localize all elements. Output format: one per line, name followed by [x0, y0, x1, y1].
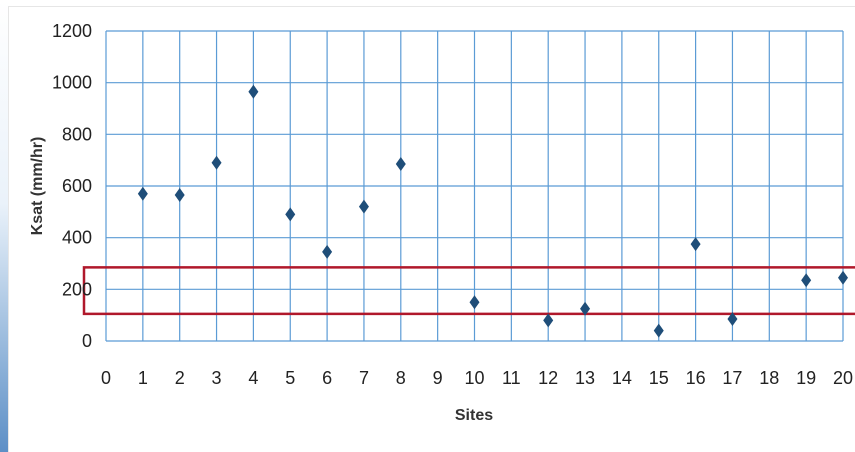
data-point: [838, 270, 848, 285]
data-point: [174, 188, 185, 203]
data-point: [211, 155, 222, 170]
x-tick-label: 11: [502, 368, 521, 388]
x-tick-label: 7: [359, 368, 369, 388]
x-tick-labels: 0 1 2 3 4 5 6 7 8 9 10 11 12 13 14 15 16 17 18 19 20: [101, 368, 853, 388]
data-point: [137, 186, 148, 201]
data-point: [358, 199, 369, 214]
x-tick-label: 9: [433, 368, 443, 388]
x-tick-label: 19: [796, 368, 816, 388]
data-point: [727, 312, 738, 327]
x-axis-title: Sites: [455, 407, 493, 424]
data-point: [653, 323, 664, 338]
data-point: [395, 157, 406, 172]
data-point: [285, 207, 296, 222]
x-tick-label: 6: [322, 368, 332, 388]
y-tick-labels: 0 200 400 600 800 1000 1200: [52, 21, 92, 351]
y-tick-label: 1200: [52, 21, 92, 41]
x-tick-label: 13: [575, 368, 595, 388]
chart-frame: [8, 6, 855, 452]
y-tick-label: 800: [62, 124, 92, 144]
x-tick-label: 18: [759, 368, 779, 388]
highlight-band: [82, 266, 855, 316]
data-point: [801, 273, 812, 288]
data-point: [580, 301, 591, 316]
data-point: [469, 295, 480, 310]
x-tick-label: 1: [138, 368, 148, 388]
x-tick-label: 20: [833, 368, 853, 388]
x-tick-label: 10: [464, 368, 484, 388]
data-point: [690, 237, 701, 252]
data-point: [248, 84, 259, 99]
highlight-rectangle: [82, 266, 855, 316]
x-tick-label: 17: [722, 368, 742, 388]
x-tick-label: 12: [538, 368, 558, 388]
x-tick-label: 16: [686, 368, 706, 388]
data-points: [137, 84, 848, 338]
x-tick-label: 4: [248, 368, 258, 388]
x-tick-label: 2: [175, 368, 185, 388]
x-tick-label: 3: [212, 368, 222, 388]
x-tick-label: 15: [649, 368, 669, 388]
data-point: [543, 313, 554, 328]
x-tick-label: 8: [396, 368, 406, 388]
data-point: [322, 244, 333, 259]
y-axis-title: Ksat (mm/hr): [29, 137, 46, 236]
y-tick-label: 1000: [52, 73, 92, 93]
slide-accent-bar: [0, 0, 8, 452]
grid-lines: [105, 30, 844, 342]
y-tick-label: 0: [82, 331, 92, 351]
x-tick-label: 0: [101, 368, 111, 388]
y-tick-label: 200: [62, 279, 92, 299]
y-tick-label: 600: [62, 176, 92, 196]
x-tick-label: 5: [285, 368, 295, 388]
x-tick-label: 14: [612, 368, 632, 388]
y-tick-label: 400: [62, 228, 92, 248]
